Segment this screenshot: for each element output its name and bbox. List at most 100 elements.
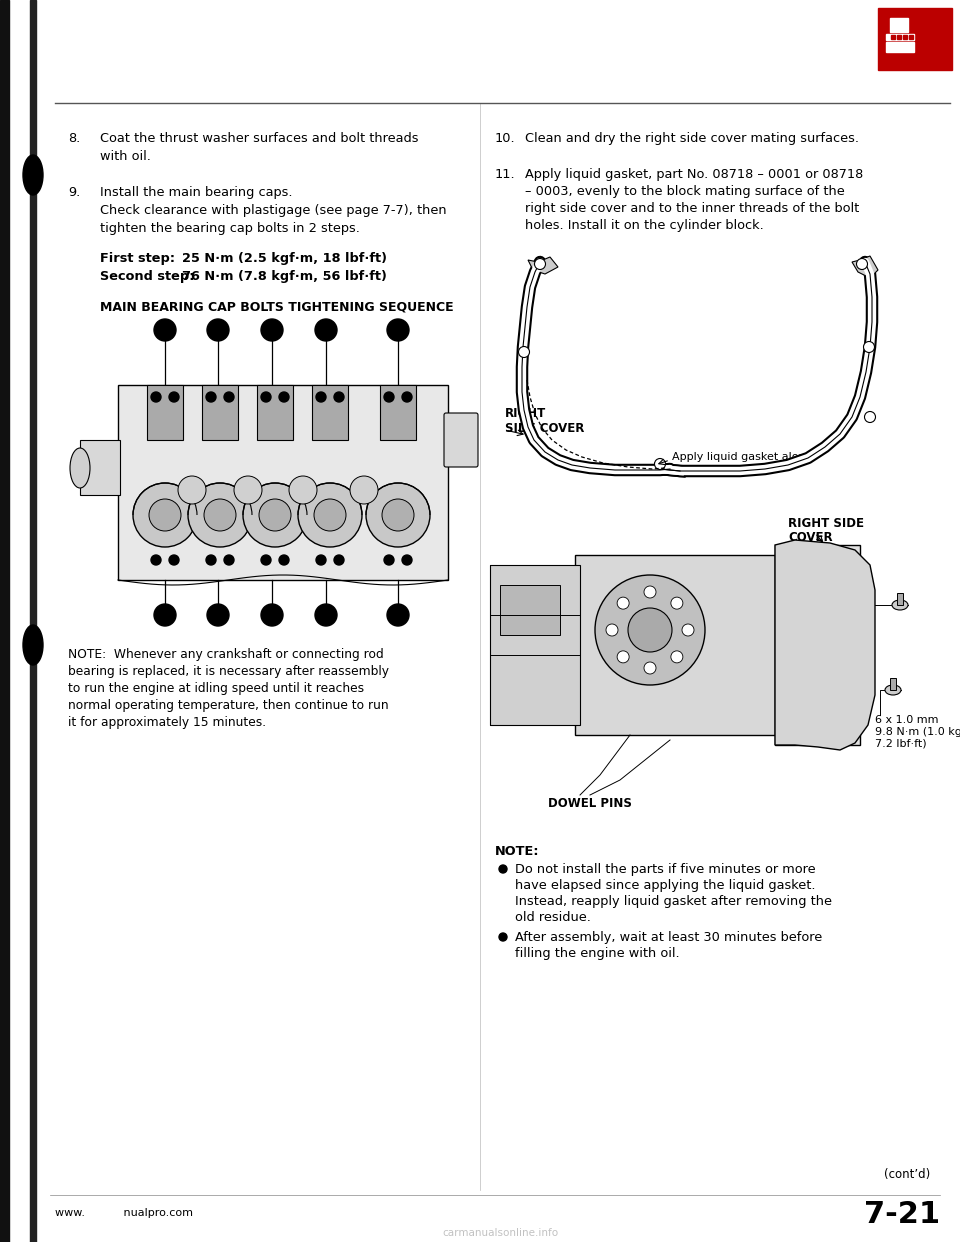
Text: old residue.: old residue. bbox=[515, 910, 590, 924]
Circle shape bbox=[279, 555, 289, 565]
Circle shape bbox=[234, 476, 262, 504]
Circle shape bbox=[316, 392, 326, 402]
Text: First step:: First step: bbox=[100, 252, 175, 265]
Text: 8: 8 bbox=[161, 330, 168, 340]
Circle shape bbox=[178, 476, 206, 504]
Circle shape bbox=[617, 597, 629, 609]
Circle shape bbox=[261, 555, 271, 565]
Text: 1: 1 bbox=[269, 615, 276, 625]
Circle shape bbox=[151, 555, 161, 565]
Text: tighten the bearing cap bolts in 2 steps.: tighten the bearing cap bolts in 2 steps… bbox=[100, 222, 360, 235]
Text: 25 N·m (2.5 kgf·m, 18 lbf·ft): 25 N·m (2.5 kgf·m, 18 lbf·ft) bbox=[182, 252, 387, 265]
Bar bbox=[897, 592, 903, 605]
Ellipse shape bbox=[23, 625, 43, 664]
Bar bbox=[30, 0, 36, 1242]
Bar bbox=[886, 42, 914, 52]
Circle shape bbox=[133, 483, 197, 546]
Text: normal operating temperature, then continue to run: normal operating temperature, then conti… bbox=[68, 699, 389, 712]
Bar bbox=[891, 35, 895, 39]
Circle shape bbox=[224, 392, 234, 402]
Bar bbox=[118, 385, 448, 580]
Ellipse shape bbox=[23, 155, 43, 195]
Circle shape bbox=[207, 604, 229, 626]
Text: have elapsed since applying the liquid gasket.: have elapsed since applying the liquid g… bbox=[515, 879, 815, 892]
Circle shape bbox=[169, 392, 179, 402]
Bar bbox=[775, 545, 860, 745]
Circle shape bbox=[617, 651, 629, 663]
Text: Second step:: Second step: bbox=[100, 270, 194, 283]
Circle shape bbox=[671, 651, 683, 663]
Circle shape bbox=[188, 483, 252, 546]
Text: 6: 6 bbox=[215, 330, 222, 340]
Bar bbox=[257, 385, 293, 440]
Polygon shape bbox=[852, 256, 878, 278]
Circle shape bbox=[204, 499, 236, 532]
Circle shape bbox=[298, 483, 362, 546]
Bar bbox=[490, 565, 580, 725]
Text: to run the engine at idling speed until it reaches: to run the engine at idling speed until … bbox=[68, 682, 364, 696]
Circle shape bbox=[655, 458, 665, 469]
Text: www.           nualpro.com: www. nualpro.com bbox=[55, 1208, 193, 1218]
Circle shape bbox=[402, 392, 412, 402]
Bar bbox=[890, 678, 896, 691]
Text: holes. Install it on the cylinder block.: holes. Install it on the cylinder block. bbox=[525, 219, 764, 232]
Text: Clean and dry the right side cover mating surfaces.: Clean and dry the right side cover matin… bbox=[525, 132, 859, 145]
Text: 2: 2 bbox=[269, 330, 276, 340]
Circle shape bbox=[518, 347, 530, 358]
Text: the broken line.: the broken line. bbox=[672, 467, 759, 477]
Text: – 0003, evenly to the block mating surface of the: – 0003, evenly to the block mating surfa… bbox=[525, 185, 845, 197]
Text: Instead, reapply liquid gasket after removing the: Instead, reapply liquid gasket after rem… bbox=[515, 895, 832, 908]
Circle shape bbox=[259, 499, 291, 532]
Text: right side cover and to the inner threads of the bolt: right side cover and to the inner thread… bbox=[525, 202, 859, 215]
Circle shape bbox=[261, 392, 271, 402]
Circle shape bbox=[206, 555, 216, 565]
Circle shape bbox=[644, 662, 656, 674]
Circle shape bbox=[499, 864, 507, 873]
Bar bbox=[147, 385, 183, 440]
Circle shape bbox=[384, 392, 394, 402]
Circle shape bbox=[261, 604, 283, 626]
Text: 11.: 11. bbox=[495, 168, 516, 181]
Circle shape bbox=[289, 476, 317, 504]
Bar bbox=[886, 34, 914, 40]
Circle shape bbox=[334, 555, 344, 565]
Circle shape bbox=[334, 392, 344, 402]
Text: After assembly, wait at least 30 minutes before: After assembly, wait at least 30 minutes… bbox=[515, 932, 823, 944]
FancyBboxPatch shape bbox=[444, 414, 478, 467]
Circle shape bbox=[149, 499, 181, 532]
Circle shape bbox=[315, 604, 337, 626]
Text: Apply liquid gasket, part No. 08718 – 0001 or 08718: Apply liquid gasket, part No. 08718 – 00… bbox=[525, 168, 863, 181]
Circle shape bbox=[644, 586, 656, 597]
Bar bbox=[380, 385, 416, 440]
Text: 5: 5 bbox=[323, 615, 329, 625]
Circle shape bbox=[261, 319, 283, 342]
Text: 9: 9 bbox=[161, 615, 168, 625]
Bar bbox=[500, 585, 560, 635]
Text: 3: 3 bbox=[215, 615, 222, 625]
Circle shape bbox=[366, 483, 430, 546]
Text: 9.: 9. bbox=[68, 186, 81, 199]
Text: NOTE:  Whenever any crankshaft or connecting rod: NOTE: Whenever any crankshaft or connect… bbox=[68, 648, 384, 661]
Bar bbox=[0, 0, 9, 1242]
Ellipse shape bbox=[885, 686, 901, 696]
Circle shape bbox=[595, 575, 705, 686]
Text: 7-21: 7-21 bbox=[864, 1200, 940, 1230]
Circle shape bbox=[606, 623, 618, 636]
Polygon shape bbox=[528, 257, 558, 274]
Circle shape bbox=[382, 499, 414, 532]
Circle shape bbox=[207, 319, 229, 342]
Text: 76 N·m (7.8 kgf·m, 56 lbf·ft): 76 N·m (7.8 kgf·m, 56 lbf·ft) bbox=[182, 270, 387, 283]
Bar bbox=[897, 35, 901, 39]
Circle shape bbox=[169, 555, 179, 565]
Circle shape bbox=[206, 392, 216, 402]
Circle shape bbox=[314, 499, 346, 532]
Circle shape bbox=[402, 555, 412, 565]
Bar bbox=[878, 7, 952, 70]
Text: carmanualsonline.info: carmanualsonline.info bbox=[442, 1228, 558, 1238]
Text: Coat the thrust washer surfaces and bolt threads: Coat the thrust washer surfaces and bolt… bbox=[100, 132, 419, 145]
Text: (cont’d): (cont’d) bbox=[884, 1167, 930, 1181]
Circle shape bbox=[863, 342, 875, 353]
Polygon shape bbox=[775, 540, 875, 750]
Circle shape bbox=[387, 319, 409, 342]
Text: 4: 4 bbox=[323, 330, 329, 340]
